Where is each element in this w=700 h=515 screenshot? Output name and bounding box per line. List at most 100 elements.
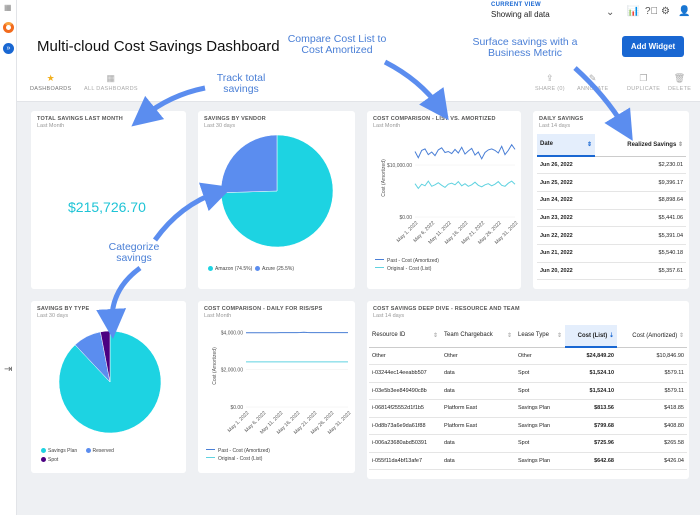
sort-desc-icon: ⇣: [608, 333, 614, 339]
realized-savings-cell: $5,441.06: [595, 209, 686, 228]
resource-id-cell: i-0d8b73a6e9da61f88: [369, 417, 441, 435]
duplicate-tool[interactable]: ❐ DUPLICATE: [627, 73, 660, 92]
add-widget-button[interactable]: Add Widget: [622, 36, 684, 57]
savings-by-type-panel[interactable]: SAVINGS BY TYPE Last 30 days Savings Pla…: [31, 301, 186, 473]
savings-by-vendor-panel[interactable]: SAVINGS BY VENDOR Last 30 days Amazon (7…: [198, 111, 355, 289]
table-row[interactable]: Jun 21, 2022 $5,540.18: [537, 244, 686, 263]
cost-comparison-daily-panel[interactable]: COST COMPARISON - DAILY FOR RIS/SPS Last…: [198, 301, 355, 473]
bar-chart-icon[interactable]: 📊: [627, 6, 640, 17]
share-tool[interactable]: ⇪ SHARE (0): [535, 73, 565, 92]
expand-rail-icon[interactable]: »: [3, 43, 14, 54]
lease-type-cell: Savings Plan: [515, 417, 565, 435]
team-cell: Platform East: [441, 417, 515, 435]
sort-icon: ⇕: [678, 333, 684, 340]
column-label: Resource ID: [372, 332, 406, 339]
table-row[interactable]: Jun 20, 2022 $5,357.61: [537, 262, 686, 281]
grid-icon: ▦: [106, 73, 116, 83]
panel-title: SAVINGS BY TYPE: [37, 306, 90, 312]
team-cell: Other: [441, 347, 515, 365]
lease-type-cell: Savings Plan: [515, 452, 565, 470]
panel-title: COST COMPARISON - DAILY FOR RIS/SPS: [204, 306, 323, 312]
cost-list-cell: $24,849.20: [565, 347, 617, 365]
resource-id-cell: Other: [369, 347, 441, 365]
sort-icon: ⇕: [556, 333, 562, 340]
cost-list-cell: $642.68: [565, 452, 617, 470]
delete-tool[interactable]: 🗑 DELETE: [668, 73, 691, 92]
all-dashboards-tool[interactable]: ▦ ALL DASHBOARDS: [84, 73, 138, 92]
dashboards-tool[interactable]: ★ DASHBOARDS: [30, 73, 72, 92]
y-axis-label: Cost (Amortized): [381, 159, 387, 197]
table-row[interactable]: i-06814f25552d1f1b5 Platform East Savings …: [369, 399, 687, 418]
panel-subtitle: Last Month: [373, 123, 401, 129]
table-row[interactable]: i-03e5b3ee849490c8b data Spot $1,524.10 $579…: [369, 382, 687, 400]
user-icon[interactable]: 👤: [678, 6, 691, 17]
legend-amazon: Amazon (74.5%): [215, 266, 253, 272]
logout-icon[interactable]: ⇥: [4, 364, 13, 375]
column-header-cost-amortized[interactable]: Cost (Amortized) ⇕: [617, 325, 687, 348]
callout-categorize-savings: Categorize savings: [103, 242, 165, 264]
cost-comparison-list-panel[interactable]: COST COMPARISON - LIST VS. AMORTIZED Las…: [367, 111, 521, 289]
column-label: Realized Savings: [627, 142, 677, 149]
help-icon[interactable]: ?⃝: [645, 6, 659, 17]
cost-amortized-cell: $426.04: [617, 452, 687, 470]
table-row[interactable]: Other Other Other $24,849.20 $10,846.90: [369, 347, 687, 365]
annotate-tool[interactable]: ✎ ANNOTATE: [577, 73, 609, 92]
settings-icon[interactable]: ⚙: [661, 6, 670, 17]
chevron-down-icon[interactable]: ⌄: [606, 7, 615, 18]
share-label: SHARE (0): [535, 86, 565, 92]
column-header-lease-type[interactable]: Lease Type ⇕: [515, 325, 565, 348]
series-line-past: [414, 143, 516, 160]
legend-original: Original - Cost (List): [387, 266, 432, 272]
table-row[interactable]: Jun 25, 2022 $9,396.17: [537, 173, 686, 192]
table-row[interactable]: i-0d8b73a6e9da61f88 Platform East Savings …: [369, 417, 687, 435]
table-row[interactable]: Jun 22, 2022 $5,391.04: [537, 226, 686, 245]
table-row[interactable]: Jun 23, 2022 $5,441.06: [537, 209, 686, 228]
sort-icon: ⇕: [432, 333, 438, 340]
column-header-date[interactable]: Date ⇕: [537, 134, 595, 157]
lease-type-cell: Spot: [515, 434, 565, 453]
brand-logo-icon[interactable]: [3, 22, 14, 33]
cost-amortized-cell: $579.11: [617, 382, 687, 400]
team-cell: data: [441, 452, 515, 470]
left-rail: ▦ » ⇥: [0, 0, 17, 515]
date-cell: Jun 20, 2022: [537, 262, 595, 281]
sort-icon: ⇕: [677, 142, 683, 149]
table-row[interactable]: i-03244ec14eeabb507 data Spot $1,524.10 $579…: [369, 364, 687, 383]
column-header-team[interactable]: Team Chargeback ⇕: [441, 325, 515, 348]
legend-azure: Azure (25.5%): [262, 266, 294, 272]
cost-list-cell: $725.96: [565, 434, 617, 453]
page-title: Multi-cloud Cost Savings Dashboard: [37, 38, 280, 55]
current-view-selector[interactable]: CURRENT VIEW Showing all data: [491, 2, 550, 19]
realized-savings-cell: $5,391.04: [595, 226, 686, 245]
date-cell: Jun 21, 2022: [537, 244, 595, 263]
total-savings-value: $215,726.70: [68, 199, 146, 215]
realized-savings-cell: $2,230.01: [595, 156, 686, 175]
panel-subtitle: Last 14 days: [539, 123, 571, 129]
y-axis-label: Cost (Amortized): [212, 347, 218, 385]
lease-type-cell: Spot: [515, 364, 565, 383]
column-header-realized-savings[interactable]: Realized Savings ⇕: [595, 134, 686, 157]
date-cell: Jun 23, 2022: [537, 209, 595, 228]
panel-subtitle: Last 30 days: [37, 313, 69, 319]
sort-icon: ⇕: [586, 142, 592, 148]
column-header-resource-id[interactable]: Resource ID ⇕: [369, 325, 441, 348]
trash-icon: 🗑: [673, 73, 686, 83]
type-legend: Savings Plan Reserved Spot: [41, 447, 114, 465]
table-row[interactable]: Jun 26, 2022 $2,230.01: [537, 156, 686, 175]
resource-id-cell: i-006a23680abd50391: [369, 434, 441, 453]
column-header-cost-list[interactable]: Cost (List) ⇣: [565, 325, 617, 348]
cost-list-cell: $1,524.10: [565, 382, 617, 400]
table-row[interactable]: Jun 24, 2022 $8,898.64: [537, 191, 686, 210]
lease-type-cell: Spot: [515, 382, 565, 400]
callout-surface-savings: Surface savings with a Business Metric: [472, 36, 578, 59]
column-label: Date: [540, 141, 554, 147]
table-row[interactable]: i-006a23680abd50391 data Spot $725.96 $265.5…: [369, 434, 687, 453]
table-row[interactable]: i-055f11da4bf13afe7 data Savings Plan $642.…: [369, 452, 687, 470]
apps-grid-icon[interactable]: ▦: [4, 3, 12, 12]
daily-chart-legend: Past - Cost (Amortized) Original - Cost …: [206, 447, 270, 463]
annotate-label: ANNOTATE: [577, 86, 609, 92]
pie-slice-azure: [220, 134, 278, 194]
annotate-icon: ✎: [588, 73, 597, 83]
